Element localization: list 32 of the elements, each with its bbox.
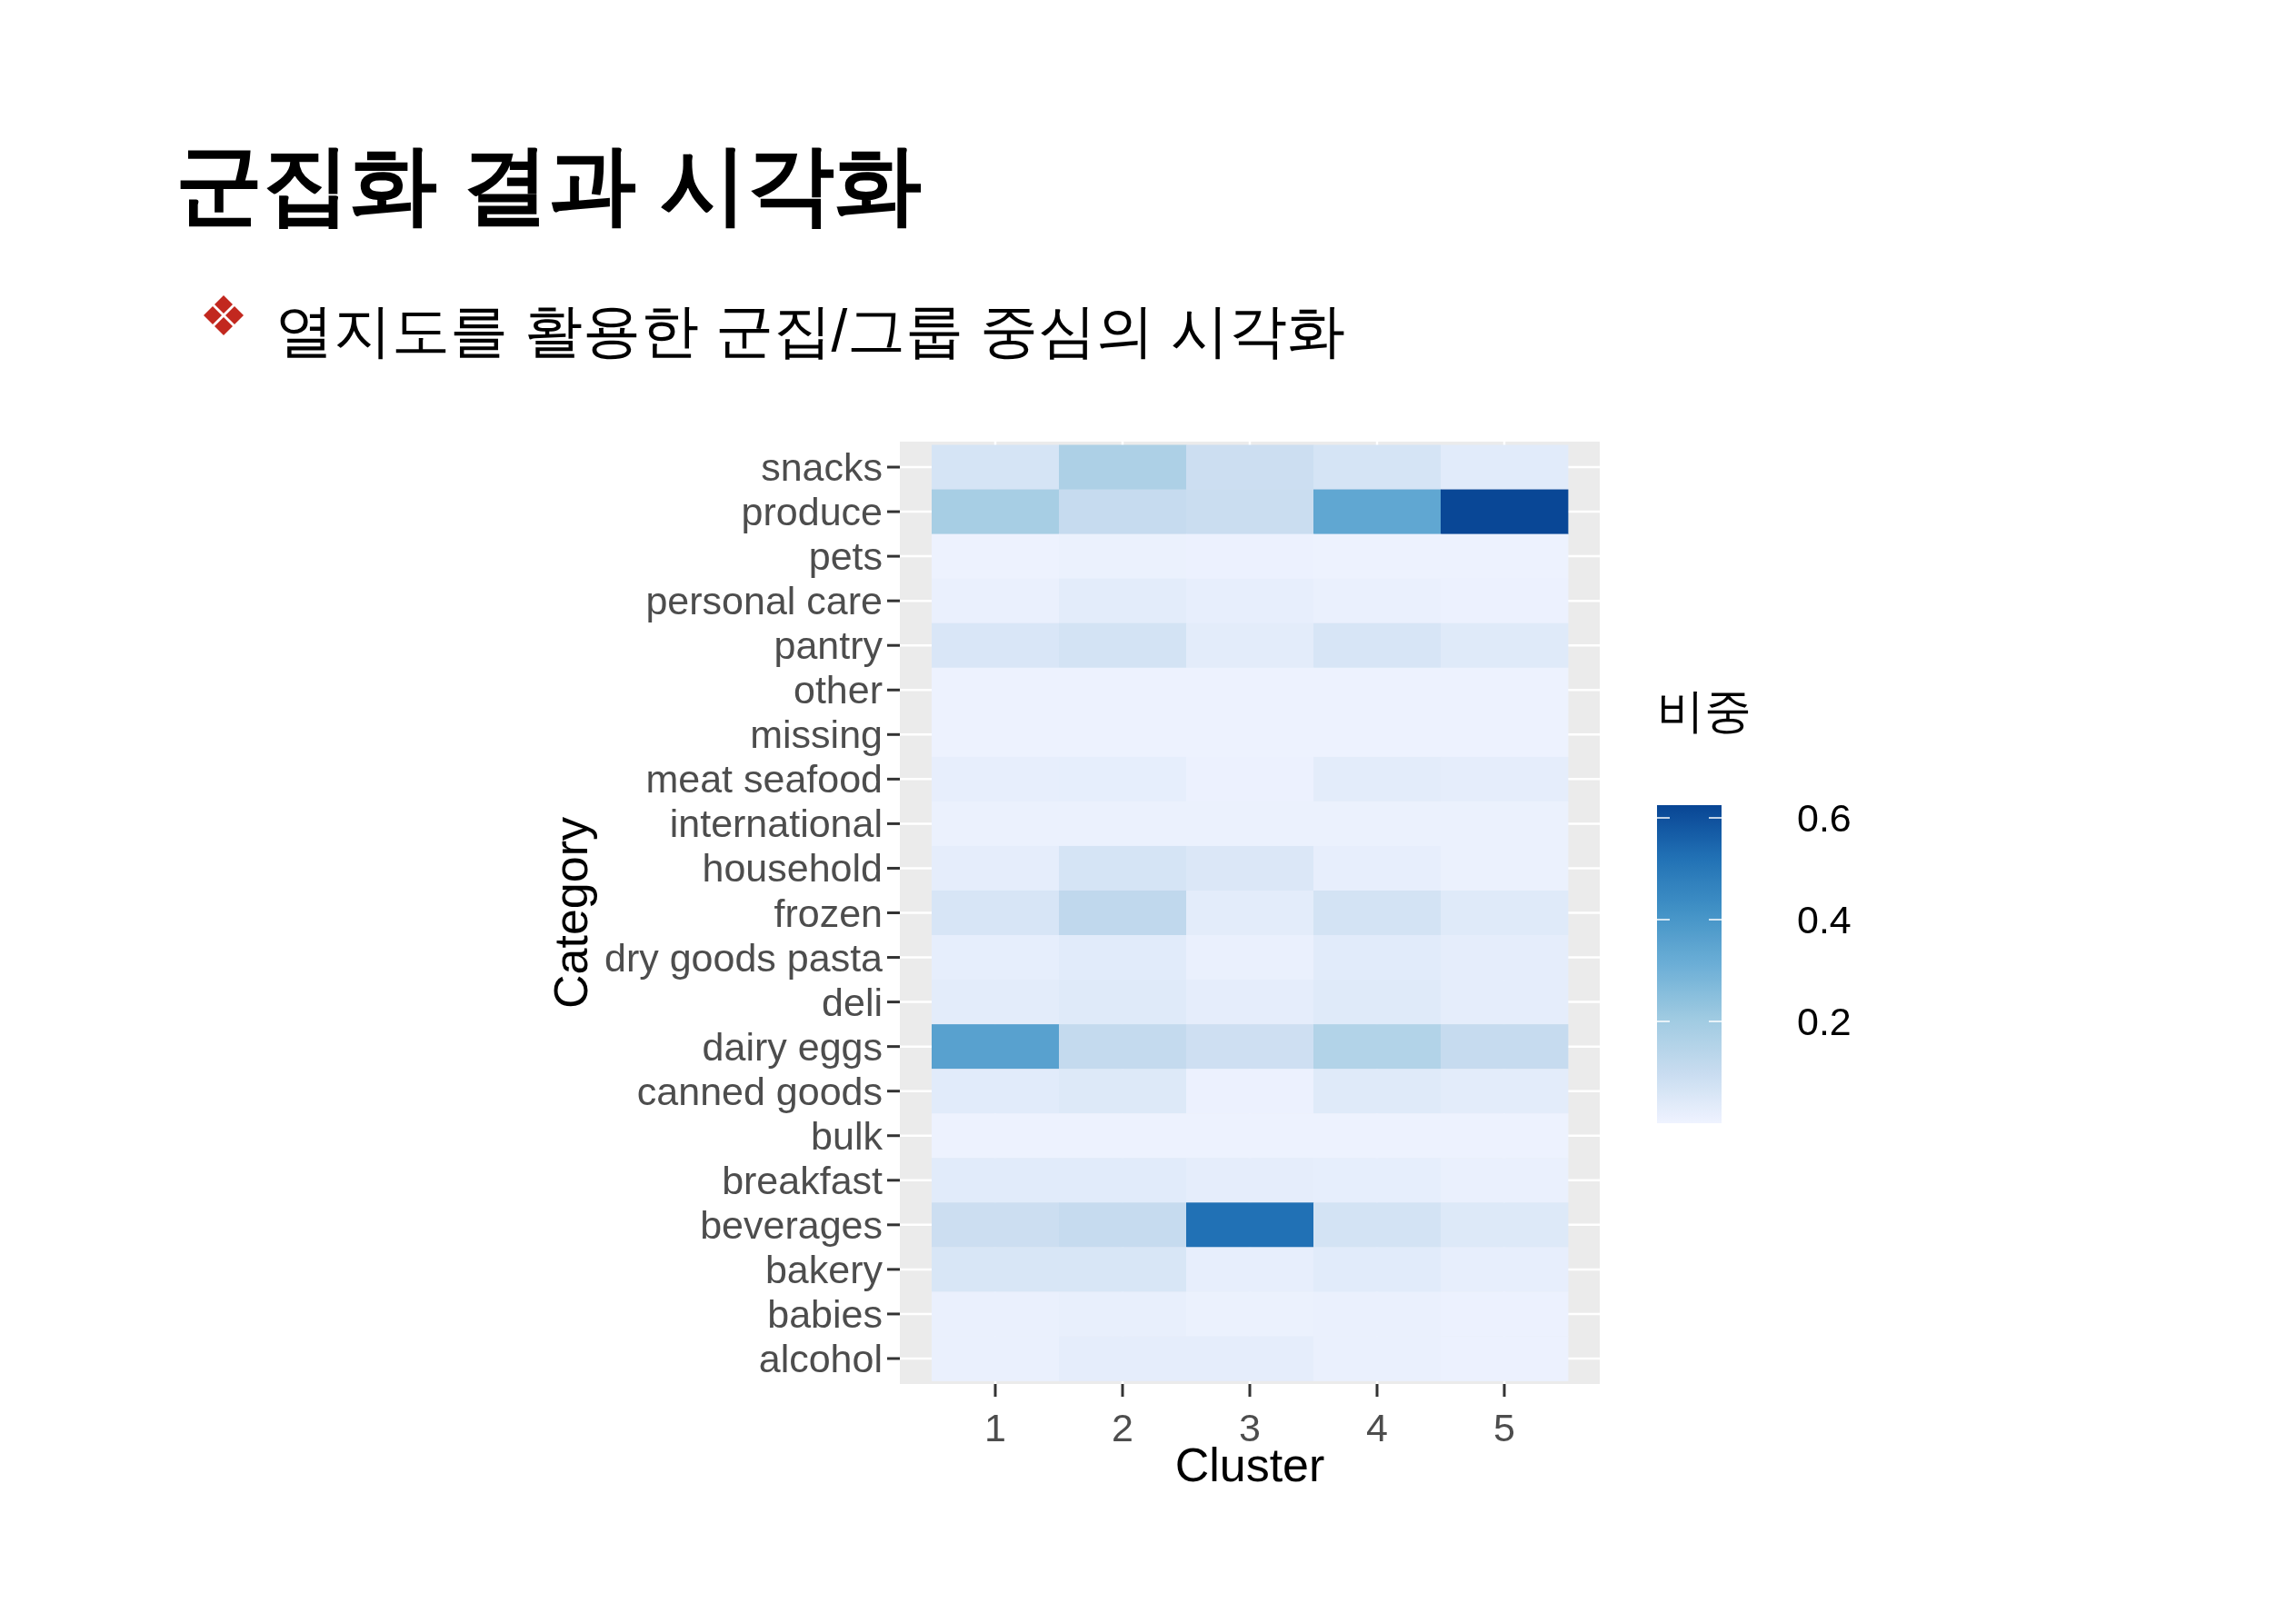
y-tick-label: beverages xyxy=(700,1202,883,1247)
x-tick-label: 2 xyxy=(1112,1406,1133,1449)
color-bar-title: 비중 xyxy=(1657,684,1752,737)
y-tick-label: meat seafood xyxy=(645,757,883,802)
y-tick-label: pantry xyxy=(774,623,883,668)
color-bar-label: 0.4 xyxy=(1797,898,1852,941)
chart-subtitle: 열지도를 활용한 군집/그룹 중심의 시각화 xyxy=(275,298,1345,363)
y-tick-label: bulk xyxy=(811,1113,883,1158)
y-tick-label: canned goods xyxy=(636,1069,883,1113)
y-tick-label: missing xyxy=(750,712,883,757)
y-tick-label: produce xyxy=(741,490,883,534)
y-tick-label: personal care xyxy=(645,579,883,623)
chart-title: 군집화 결과 시각화 xyxy=(175,135,923,233)
color-bar-label: 0.6 xyxy=(1797,796,1852,840)
y-tick-label: household xyxy=(702,846,883,891)
x-tick-label: 4 xyxy=(1366,1406,1388,1449)
y-tick-label: pets xyxy=(808,534,883,579)
y-tick-label: other xyxy=(793,668,883,712)
y-tick-label: babies xyxy=(767,1291,883,1336)
x-tick-label: 5 xyxy=(1493,1406,1515,1449)
color-bar-label: 0.2 xyxy=(1797,1000,1852,1043)
y-tick-label: international xyxy=(669,802,883,846)
x-tick-label: 1 xyxy=(984,1406,1006,1449)
y-tick-label: dry goods pasta xyxy=(604,935,883,980)
y-tick-label: alcohol xyxy=(758,1336,883,1380)
y-tick-label: dairy eggs xyxy=(702,1024,883,1069)
y-tick-label: snacks xyxy=(761,445,883,490)
y-tick-label: breakfast xyxy=(722,1158,883,1202)
y-axis-title: Category xyxy=(544,817,597,1009)
y-tick-label: deli xyxy=(822,980,883,1024)
y-tick-label: frozen xyxy=(774,891,883,935)
y-tick-label: bakery xyxy=(764,1247,883,1291)
